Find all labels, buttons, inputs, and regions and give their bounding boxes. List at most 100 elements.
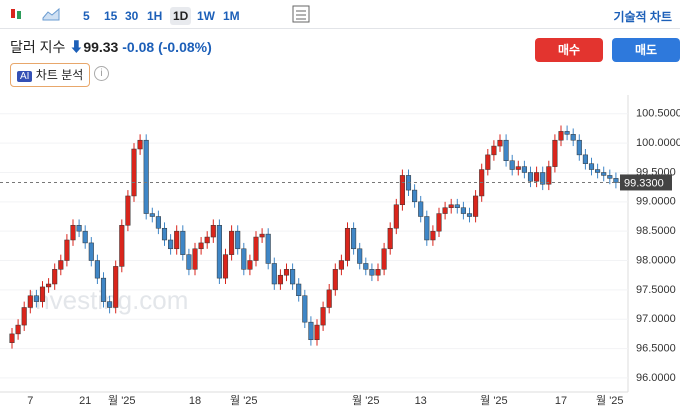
sell-button[interactable]: 매도: [612, 38, 680, 62]
x-tick-label: 7: [27, 395, 33, 407]
candle-body: [546, 166, 552, 185]
last-price-label: 99.3300: [624, 177, 664, 189]
candle-body: [265, 233, 271, 264]
candle-body: [119, 225, 125, 267]
y-tick-label: 100.0000: [636, 137, 680, 149]
candle-body: [607, 175, 613, 179]
candle-body: [326, 289, 332, 308]
candle-body: [198, 242, 204, 250]
candle-body: [155, 216, 161, 229]
candle-body: [186, 254, 192, 270]
candle-body: [100, 277, 107, 302]
candle-body: [296, 283, 302, 296]
candle-body: [454, 204, 460, 208]
candle-body: [534, 172, 540, 182]
candle-body: [418, 201, 424, 217]
candle-body: [570, 134, 576, 141]
candle-body: [204, 236, 210, 244]
candle-body: [131, 148, 137, 197]
interval-button[interactable]: 15: [104, 9, 118, 23]
info-icon[interactable]: i: [94, 66, 109, 81]
candle-body: [558, 131, 564, 141]
candle-body: [399, 175, 405, 206]
candle-body: [332, 269, 338, 291]
y-tick-label: 99.0000: [636, 196, 676, 208]
x-tick-label: 18: [189, 395, 201, 407]
candle-body: [271, 263, 277, 285]
candle-body: [430, 230, 436, 241]
instrument-name: 달러 지수: [10, 39, 66, 55]
area-icon[interactable]: [42, 6, 60, 22]
y-tick-label: 100.5000: [636, 108, 680, 120]
candle-body: [94, 260, 100, 279]
candle-body: [527, 172, 534, 182]
candle-body: [161, 227, 168, 241]
candle-body: [460, 207, 466, 214]
candle-body: [357, 248, 363, 264]
candle-body: [320, 307, 326, 326]
candle-body: [290, 269, 296, 285]
y-tick-label: 98.0000: [636, 254, 676, 266]
candle-body: [9, 333, 15, 343]
y-tick-label: 99.5000: [636, 166, 676, 178]
ai-analysis[interactable]: AI 차트 분석: [10, 63, 91, 87]
candle-body: [448, 204, 454, 208]
candle-body: [180, 230, 186, 255]
ai-badge: AI: [17, 71, 33, 82]
candle-body: [412, 189, 418, 203]
candle-body: [15, 324, 21, 335]
candle-body: [168, 239, 174, 250]
candle-body: [442, 207, 448, 214]
candle-body: [503, 139, 509, 161]
candle-body: [552, 139, 558, 167]
candle-body: [491, 145, 497, 156]
candle-body: [143, 139, 149, 214]
buy-button[interactable]: 매수: [535, 38, 603, 62]
candle-body: [247, 260, 253, 270]
y-tick-label: 97.0000: [636, 313, 676, 325]
candle-body: [405, 175, 412, 191]
candle-body: [229, 230, 235, 255]
x-tick-label: 월 '25: [480, 394, 508, 407]
candle-body: [76, 225, 82, 232]
settings-icon[interactable]: [292, 5, 310, 23]
candle-body: [149, 213, 155, 217]
candle-icon[interactable]: [8, 6, 24, 22]
interval-button[interactable]: 1H: [147, 9, 163, 23]
candle-body: [582, 154, 588, 164]
candle-body: [113, 266, 119, 308]
candle-body: [64, 239, 70, 261]
x-tick-label: 17: [555, 395, 567, 407]
interval-button[interactable]: 1W: [197, 9, 215, 23]
candle-body: [613, 178, 619, 183]
candle-body: [375, 269, 381, 276]
candle-body: [259, 233, 265, 238]
candle-body: [521, 166, 527, 173]
candle-body: [88, 242, 94, 261]
candle-body: [424, 216, 430, 241]
candle-body: [338, 260, 344, 270]
candle-body: [27, 295, 33, 308]
candle-body: [241, 248, 247, 270]
y-tick-label: 96.5000: [636, 342, 676, 354]
candle-body: [302, 295, 308, 323]
candle-body: [210, 225, 216, 238]
candle-body: [564, 131, 570, 135]
toolbar: 5 15 30 1H 1D 1W 1M 기술적 차트: [0, 0, 680, 29]
candle-body: [344, 227, 351, 261]
candle-body: [107, 301, 113, 308]
candle-body: [369, 269, 375, 276]
candle-body: [540, 172, 546, 185]
interval-button[interactable]: 1D: [170, 7, 192, 25]
candle-body: [515, 166, 521, 170]
candle-body: [479, 169, 485, 197]
candle-body: [308, 321, 314, 341]
quote: 달러 지수 ⬇99.33 -0.08 (-0.08%): [10, 37, 212, 57]
interval-button[interactable]: 30: [125, 9, 139, 23]
candle-body: [33, 295, 39, 302]
interval-button[interactable]: 5: [83, 9, 90, 23]
tech-chart-link[interactable]: 기술적 차트: [613, 10, 672, 24]
x-tick-label: 월 '25: [230, 394, 258, 407]
interval-button[interactable]: 1M: [223, 9, 240, 23]
